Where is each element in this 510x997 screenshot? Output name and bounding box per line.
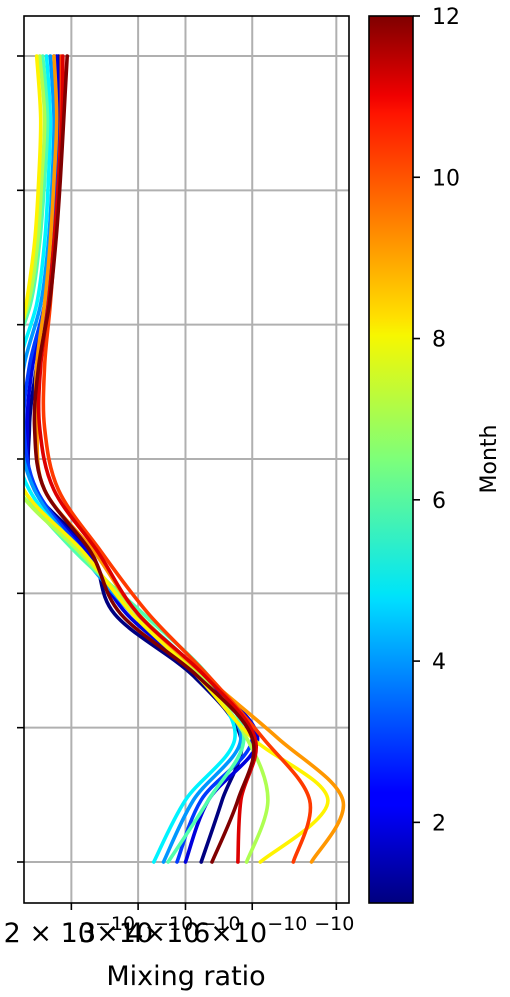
series-line-month-12 bbox=[32, 54, 256, 864]
series-line-month-7 bbox=[24, 54, 270, 864]
grid-lines bbox=[24, 16, 349, 903]
series-line-month-11 bbox=[36, 54, 258, 864]
colorbar-tick-label: 2 bbox=[432, 811, 446, 836]
x-tick-label: 2 × 10−10 bbox=[4, 913, 135, 949]
colorbar-tick-label: 12 bbox=[432, 5, 460, 30]
colorbar-tick-label: 4 bbox=[432, 650, 446, 675]
series-line-month-5 bbox=[24, 54, 237, 864]
x-tick-label: 6×10−10 bbox=[193, 913, 307, 949]
y-ticks bbox=[17, 55, 24, 863]
colorbar-tick-label: 10 bbox=[432, 166, 460, 191]
colorbar-tick-label: 6 bbox=[432, 489, 446, 514]
x-axis-label: Mixing ratio bbox=[106, 961, 265, 992]
colorbar-label: Month bbox=[477, 425, 502, 494]
colorbar-tick-label: 8 bbox=[432, 328, 446, 353]
x-tick-label: 3×10−10 bbox=[79, 913, 193, 949]
x-tick-label: −10 bbox=[314, 913, 354, 935]
x-tick-label: 4×10−10 bbox=[126, 913, 240, 949]
colorbar bbox=[368, 15, 414, 904]
x-ticks: 2 × 10−103×10−104×10−106×10−10 −10 bbox=[4, 903, 354, 949]
colorbar-ticks: 2 4 6 8 10 12 bbox=[413, 5, 460, 836]
